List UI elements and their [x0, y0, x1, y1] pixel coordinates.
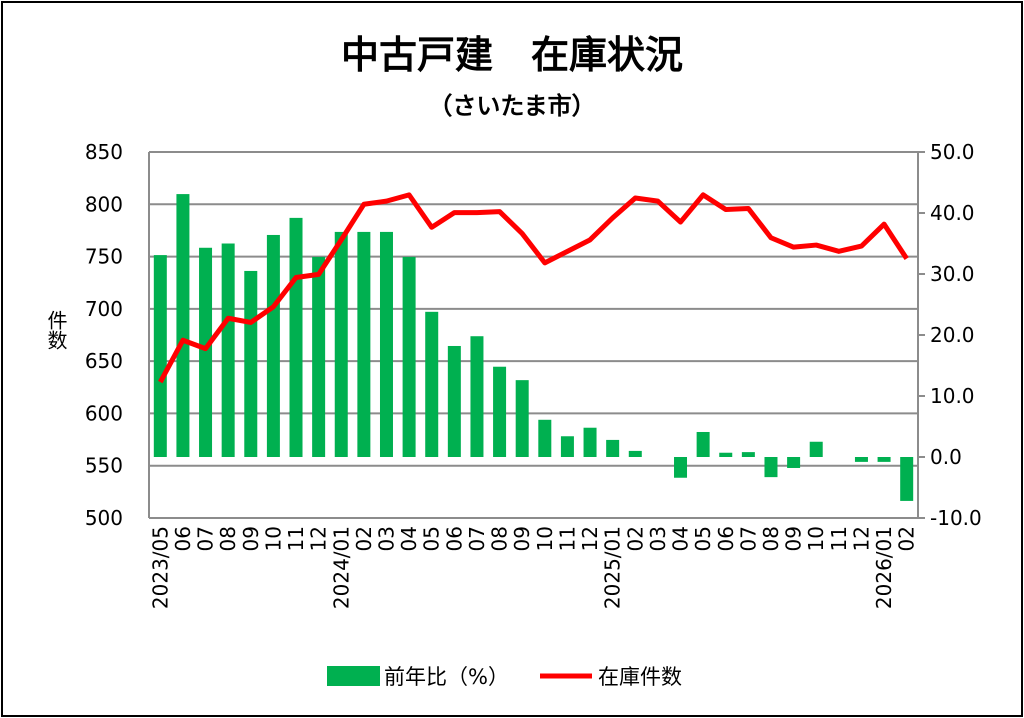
x-tick-label: 11: [555, 526, 579, 551]
legend-bar-swatch: [327, 666, 380, 686]
bar: [900, 457, 914, 501]
bar: [877, 457, 891, 462]
x-tick-label: 09: [239, 526, 263, 551]
bar: [719, 452, 733, 457]
right-tick-label: 20.0: [930, 323, 975, 347]
legend-line-label: 在庫件数: [598, 665, 682, 689]
bar: [221, 243, 235, 457]
x-tick-label: 08: [488, 526, 512, 551]
left-tick-label: 600: [85, 401, 123, 425]
x-tick-label: 06: [171, 526, 195, 551]
x-tick-label: 2023/05: [148, 526, 172, 609]
right-tick-label: 50.0: [930, 140, 975, 164]
bar: [312, 256, 326, 457]
x-tick-label: 2024/01: [329, 526, 353, 609]
left-tick-label: 550: [85, 454, 123, 478]
bar: [809, 441, 823, 457]
left-tick-label: 850: [85, 140, 123, 164]
y-axis-label: 件数: [44, 310, 68, 350]
x-tick-label: 08: [216, 526, 240, 551]
x-tick-label: 12: [578, 526, 602, 551]
bar: [153, 255, 167, 457]
bar: [425, 311, 439, 457]
legend: 前年比（%） 在庫件数: [327, 665, 682, 689]
bar: [266, 234, 280, 457]
x-tick-label: 04: [669, 526, 693, 551]
x-tick-label: 07: [465, 526, 489, 551]
bar: [538, 419, 552, 457]
bar: [606, 439, 620, 457]
left-tick-label: 750: [85, 245, 123, 269]
bar: [493, 366, 507, 457]
left-tick-label: 700: [85, 297, 123, 321]
bar: [560, 436, 574, 457]
chart-title: 中古戸建 在庫状況: [341, 33, 683, 77]
bar: [176, 194, 190, 457]
x-tick-label: 06: [714, 526, 738, 551]
bar: [787, 457, 801, 468]
bar: [764, 457, 778, 478]
x-tick-label: 09: [782, 526, 806, 551]
bar: [289, 217, 303, 457]
x-tick-label: 05: [420, 526, 444, 551]
bar: [357, 231, 371, 457]
bar: [583, 427, 597, 457]
x-tick-label: 03: [646, 526, 670, 551]
inventory-line: [158, 192, 909, 384]
bar: [199, 247, 213, 457]
bar: [244, 270, 258, 457]
chart-subtitle: （さいたま市）: [428, 92, 595, 120]
x-tick-label: 08: [759, 526, 783, 551]
right-tick-label: -10.0: [930, 506, 982, 530]
right-tick-label: 40.0: [930, 201, 975, 225]
x-tick-label: 03: [374, 526, 398, 551]
left-tick-label: 650: [85, 349, 123, 373]
x-tick-label: 09: [510, 526, 534, 551]
right-tick-label: 0.0: [930, 445, 962, 469]
bar: [741, 452, 755, 457]
bar: [334, 231, 348, 457]
bar: [402, 256, 416, 457]
x-tick-label: 11: [284, 526, 308, 551]
right-tick-label: 10.0: [930, 384, 975, 408]
x-tick-label: 11: [827, 526, 851, 551]
bar: [674, 457, 688, 478]
x-tick-label: 10: [804, 526, 828, 551]
bar: [515, 380, 529, 457]
x-tick-label: 10: [533, 526, 557, 551]
x-tick-label: 07: [736, 526, 760, 551]
x-tick-label: 2025/01: [601, 526, 625, 609]
x-tick-label: 02: [352, 526, 376, 551]
x-tick-label: 07: [194, 526, 218, 551]
bar: [379, 231, 393, 457]
bar: [628, 450, 642, 457]
left-tick-label: 800: [85, 192, 123, 216]
x-tick-label: 10: [261, 526, 285, 551]
bar: [470, 336, 484, 457]
x-tick-label: 12: [849, 526, 873, 551]
bar: [447, 345, 461, 457]
legend-bar-label: 前年比（%）: [384, 665, 509, 689]
bar: [854, 457, 868, 462]
x-tick-label: 04: [397, 526, 421, 551]
x-tick-label: 02: [623, 526, 647, 551]
x-tick-label: 2026/01: [872, 526, 896, 609]
right-tick-label: 30.0: [930, 262, 975, 286]
x-tick-label: 06: [442, 526, 466, 551]
bar: [696, 431, 710, 457]
x-tick-label: 12: [307, 526, 331, 551]
x-tick-label: 05: [691, 526, 715, 551]
left-tick-label: 500: [85, 506, 123, 530]
x-tick-label: 02: [895, 526, 919, 551]
